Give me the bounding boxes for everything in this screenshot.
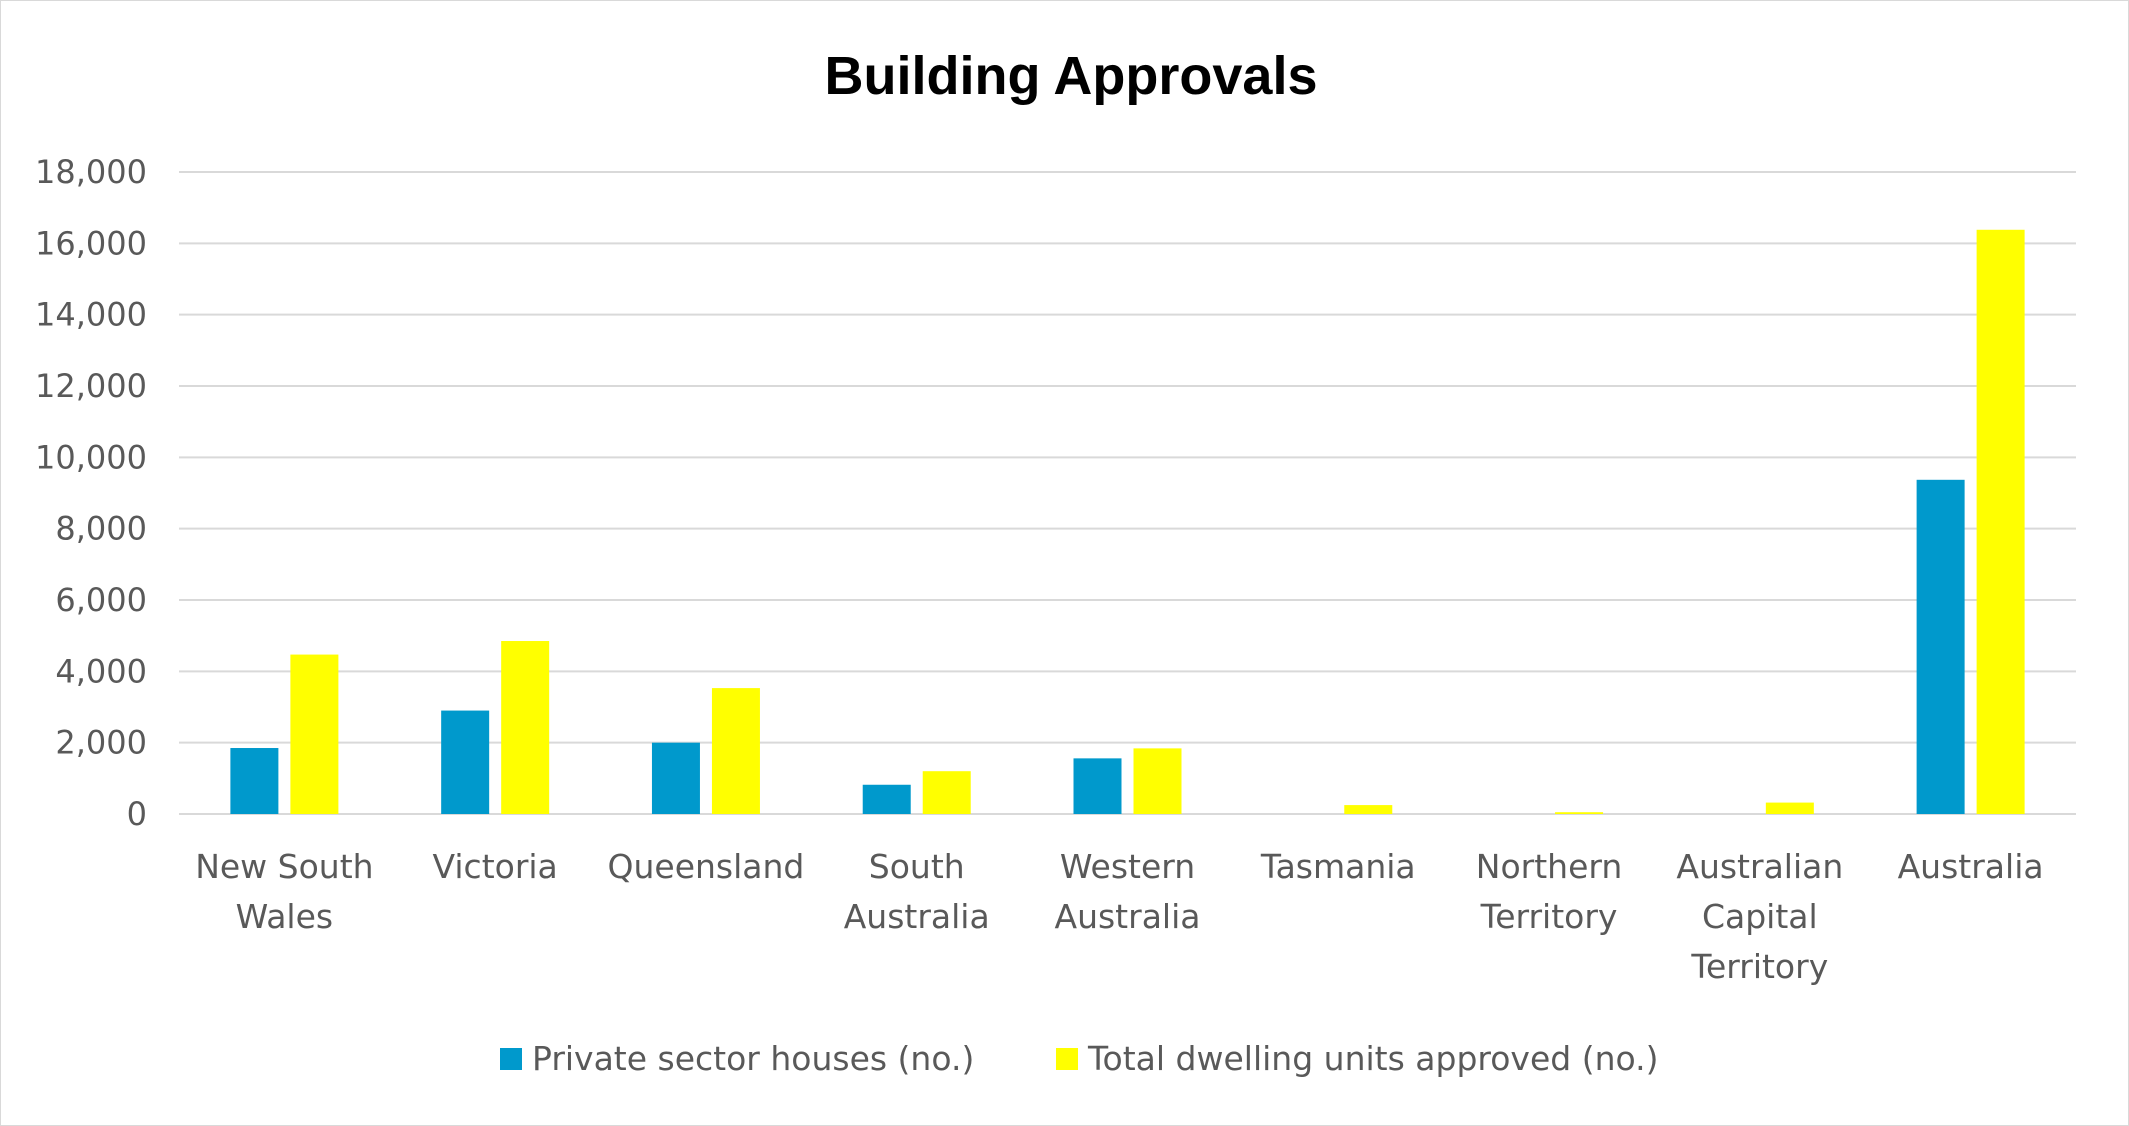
y-tick-label: 6,000: [55, 581, 147, 619]
bar: [1073, 758, 1122, 814]
x-category-label-line: New South: [195, 847, 373, 886]
bar: [1555, 812, 1604, 814]
x-category-label-line: Capital: [1702, 897, 1818, 936]
x-category-label-line: Northern: [1476, 847, 1623, 886]
x-category-label-line: Tasmania: [1260, 847, 1416, 886]
y-tick-label: 10,000: [35, 438, 147, 476]
x-category-label: Australia: [1898, 847, 2044, 886]
x-category-label-line: Australia: [1898, 847, 2044, 886]
y-tick-label: 0: [127, 795, 147, 833]
legend-label: Total dwelling units approved (no.): [1087, 1039, 1658, 1078]
x-category-label: Western Australia: [1055, 847, 1201, 936]
x-category-label: New South Wales: [195, 847, 373, 936]
x-category-label-line: Territory: [1690, 947, 1828, 986]
x-category-label-line: Wales: [236, 897, 333, 936]
bar: [1765, 802, 1814, 814]
x-category-label-line: Victoria: [433, 847, 558, 886]
x-category-label-line: Queensland: [608, 847, 805, 886]
x-axis-categories: New South Wales Victoria Queensland South Aus…: [195, 847, 2043, 986]
legend: Private sector houses (no.) Total dwellin…: [500, 1039, 1658, 1078]
legend-swatch: [500, 1048, 522, 1070]
bar: [1976, 229, 2025, 814]
legend-label: Private sector houses (no.): [532, 1039, 974, 1078]
x-category-label-line: South: [869, 847, 965, 886]
x-category-label: Queensland: [608, 847, 805, 886]
x-category-label-line: Australian: [1676, 847, 1843, 886]
legend-swatch: [1056, 1048, 1078, 1070]
y-tick-label: 16,000: [35, 224, 147, 262]
gridlines: [179, 171, 2076, 815]
bar: [651, 742, 700, 814]
x-category-label: Tasmania: [1260, 847, 1416, 886]
y-tick-label: 4,000: [55, 652, 147, 690]
y-tick-label: 8,000: [55, 510, 147, 548]
bar: [922, 771, 971, 814]
x-category-label-line: Western: [1060, 847, 1195, 886]
x-category-label-line: Territory: [1480, 897, 1618, 936]
bar: [1916, 479, 1965, 814]
x-category-label-line: Australia: [1055, 897, 1201, 936]
bar: [1344, 805, 1393, 814]
x-category-label: Australian Capital Territory: [1676, 847, 1843, 986]
bar: [862, 784, 911, 814]
y-tick-label: 18,000: [35, 153, 147, 191]
bars: [230, 229, 2025, 814]
bar: [1133, 748, 1182, 814]
y-tick-label: 12,000: [35, 367, 147, 405]
bar: [501, 641, 550, 814]
x-category-label-line: Australia: [844, 897, 990, 936]
chart-title: Building Approvals: [824, 46, 1317, 106]
bar: [230, 748, 279, 814]
y-axis-ticks: 0 2,000 4,000 6,000 8,000 10,000 12,000 14,000 1…: [35, 153, 147, 833]
bar: [711, 688, 760, 814]
bar: [441, 710, 490, 814]
x-category-label: South Australia: [844, 847, 990, 936]
bar: [290, 654, 339, 814]
y-tick-label: 14,000: [35, 296, 147, 334]
x-category-label: Victoria: [433, 847, 558, 886]
x-category-label: Northern Territory: [1476, 847, 1623, 936]
y-tick-label: 2,000: [55, 724, 147, 762]
